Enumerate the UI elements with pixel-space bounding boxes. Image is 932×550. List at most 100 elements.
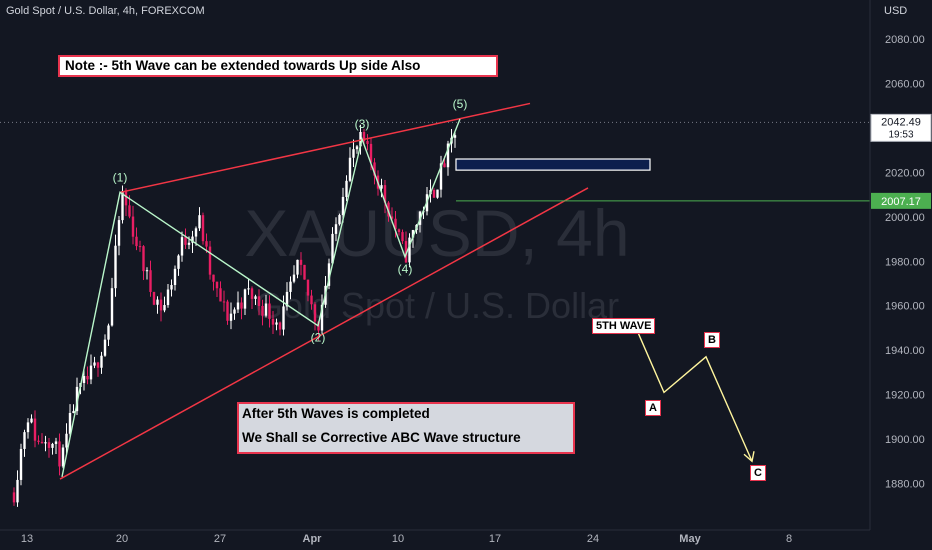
price-tick-label: 1980.00: [885, 256, 925, 268]
candle-body: [72, 411, 75, 413]
candle-body: [453, 135, 457, 138]
candle-body: [166, 289, 170, 306]
candle-body: [121, 191, 124, 221]
candle-body: [152, 291, 156, 305]
after-line-1: After 5th Waves is completed: [242, 406, 430, 421]
candle-body: [58, 441, 61, 467]
candle-body: [114, 245, 117, 289]
candle-body: [285, 291, 289, 307]
candle-body: [383, 185, 387, 203]
candle-body: [180, 237, 184, 256]
candle-body: [313, 304, 317, 322]
candle-body: [443, 163, 446, 168]
candle-body: [240, 302, 243, 309]
candle-body: [128, 205, 131, 217]
candle-body: [327, 263, 331, 286]
time-tick-label: 10: [392, 533, 404, 545]
time-tick-label: 8: [786, 533, 792, 545]
watermark-ticker: XAUUSD, 4h: [244, 196, 629, 270]
price-tick-label: 2080.00: [885, 34, 925, 46]
candle-body: [205, 241, 208, 247]
candle-body: [359, 131, 362, 147]
watermark: XAUUSD, 4h Gold Spot / U.S. Dollar: [244, 196, 629, 326]
candle-body: [247, 288, 250, 290]
corrective-path: [635, 327, 753, 462]
candle-body: [226, 301, 229, 321]
candle-body: [12, 492, 16, 503]
symbol-title[interactable]: Gold Spot / U.S. Dollar, 4h, FOREXCOM: [6, 5, 205, 17]
candle-body: [341, 196, 345, 216]
candle-body: [236, 302, 240, 310]
wave-b-tag[interactable]: B: [704, 332, 720, 348]
time-tick-label: May: [679, 533, 701, 545]
wave-label: (3): [355, 117, 370, 131]
candle-body: [229, 313, 233, 321]
candle-body: [331, 233, 334, 264]
candle-body: [338, 215, 341, 225]
price-tick-label: 1960.00: [885, 301, 925, 313]
candle-body: [289, 281, 292, 292]
candle-body: [432, 190, 436, 198]
candle-body: [30, 418, 33, 423]
price-tick-label: 1880.00: [885, 479, 925, 491]
candle-body: [387, 202, 390, 217]
wave-c-tag[interactable]: C: [750, 465, 766, 481]
candle-body: [233, 309, 236, 314]
candle-body: [439, 163, 443, 190]
candle-countdown: 19:53: [888, 129, 913, 140]
candle-body: [208, 246, 212, 275]
corrective-arrowhead: [743, 451, 755, 463]
candle-body: [107, 325, 110, 340]
candle-body: [75, 386, 79, 412]
support-price-value: 2007.17: [881, 196, 921, 208]
candle-body: [369, 143, 373, 163]
candle-body: [352, 149, 355, 158]
candle-body: [37, 440, 40, 442]
time-tick-label: 13: [21, 533, 33, 545]
candle-body: [411, 230, 415, 238]
candle-body: [61, 447, 65, 467]
candle-body: [296, 259, 299, 275]
candle-body: [222, 301, 226, 303]
candle-body: [187, 242, 191, 245]
candle-body: [362, 131, 366, 142]
candle-body: [198, 215, 201, 229]
corrective-wave-annotation[interactable]: After 5th Waves is completed We Shall se…: [237, 402, 575, 454]
candle-body: [201, 215, 205, 242]
candle-body: [170, 285, 173, 290]
candle-body: [261, 305, 264, 316]
candle-body: [89, 365, 93, 380]
candle-body: [19, 448, 23, 480]
note-annotation[interactable]: Note :- 5th Wave can be extended towards…: [58, 55, 498, 77]
candle-body: [355, 146, 359, 150]
candle-body: [68, 412, 72, 434]
candle-body: [303, 264, 306, 280]
fifth-wave-tag[interactable]: 5TH WAVE: [592, 318, 656, 334]
candle-body: [40, 441, 44, 444]
candle-body: [278, 322, 282, 330]
candle-body: [163, 305, 166, 311]
candle-body: [310, 295, 313, 305]
candle-body: [16, 479, 19, 503]
wave-label: (4): [398, 262, 413, 276]
candle-body: [334, 224, 338, 234]
candle-body: [93, 362, 96, 366]
candle-body: [348, 157, 352, 181]
candle-body: [184, 237, 187, 245]
candle-body: [446, 143, 450, 168]
candle-body: [194, 228, 198, 237]
candle-body: [390, 216, 394, 219]
candle-body: [117, 220, 121, 246]
candle-body: [156, 299, 159, 305]
candle-body: [103, 339, 107, 356]
candle-body: [138, 246, 142, 248]
time-tick-label: 17: [489, 533, 501, 545]
price-tick-label: 1940.00: [885, 345, 925, 357]
candle-body: [65, 433, 68, 448]
elliott-wave-path: [61, 118, 461, 477]
time-tick-label: 27: [214, 533, 226, 545]
candle-body: [44, 442, 47, 444]
wave-a-tag[interactable]: A: [645, 400, 661, 416]
